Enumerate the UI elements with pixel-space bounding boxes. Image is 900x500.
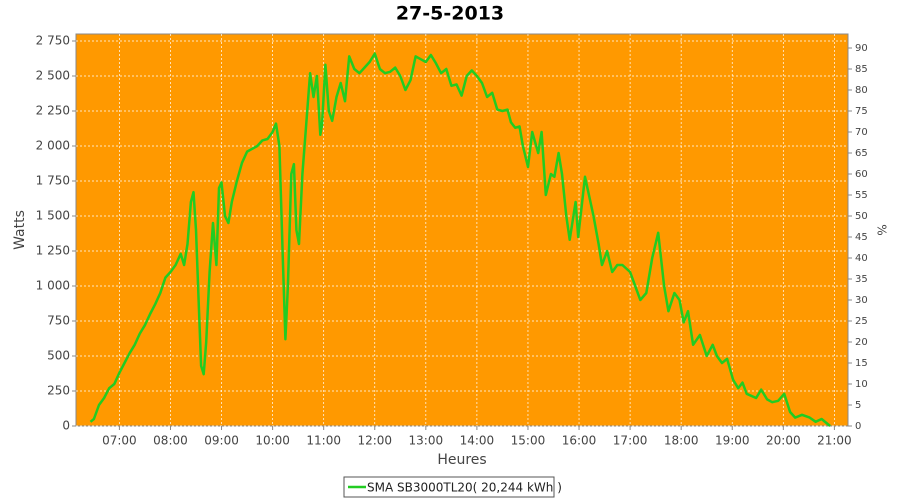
x-tick-label: 13:00 xyxy=(409,434,444,448)
legend-box xyxy=(343,476,555,498)
y2-tick-label: 30 xyxy=(855,295,868,306)
x-tick-label: 15:00 xyxy=(511,434,546,448)
y-tick-label: 0 xyxy=(62,419,70,433)
legend-label: SMA SB3000TL20( 20,244 kWh ) xyxy=(367,481,562,495)
y2-tick-label: 55 xyxy=(855,190,868,201)
y2-tick-label: 45 xyxy=(855,232,868,243)
y-tick-label: 750 xyxy=(47,314,70,328)
y-tick-label: 1 500 xyxy=(36,209,70,223)
y2-tick-label: 80 xyxy=(855,85,868,96)
y2-tick-label: 35 xyxy=(855,274,868,285)
y-tick-label: 1 250 xyxy=(36,244,70,258)
y-tick-label: 1 750 xyxy=(36,174,70,188)
x-tick-label: 18:00 xyxy=(664,434,699,448)
x-axis-label: Heures xyxy=(437,452,486,468)
x-tick-label: 19:00 xyxy=(715,434,750,448)
x-tick-label: 08:00 xyxy=(153,434,188,448)
y-tick-label: 500 xyxy=(47,349,70,363)
y-axis-label: Watts xyxy=(12,210,28,250)
y-tick-label: 2 000 xyxy=(36,139,70,153)
x-tick-label: 16:00 xyxy=(562,434,597,448)
x-tick-label: 07:00 xyxy=(102,434,137,448)
x-tick-label: 09:00 xyxy=(204,434,239,448)
y2-tick-label: 65 xyxy=(855,148,868,159)
y2-tick-label: 85 xyxy=(855,64,868,75)
x-tick-label: 12:00 xyxy=(357,434,392,448)
y2-tick-label: 5 xyxy=(855,400,861,411)
x-tick-label: 17:00 xyxy=(613,434,648,448)
x-tick-label: 10:00 xyxy=(255,434,290,448)
y2-tick-label: 10 xyxy=(855,379,868,390)
x-tick-label: 21:00 xyxy=(817,434,852,448)
y-tick-label: 2 250 xyxy=(36,104,70,118)
y-tick-label: 1 000 xyxy=(36,279,70,293)
y2-tick-label: 50 xyxy=(855,211,868,222)
y-tick-label: 2 750 xyxy=(36,34,70,48)
x-tick-label: 11:00 xyxy=(306,434,341,448)
y2-tick-label: 15 xyxy=(855,358,868,369)
series-line xyxy=(89,52,831,427)
y-tick-label: 2 500 xyxy=(36,69,70,83)
y2-tick-label: 60 xyxy=(855,169,868,180)
y2-axis-label: % xyxy=(875,224,889,235)
y2-tick-label: 90 xyxy=(855,43,868,54)
x-tick-label: 14:00 xyxy=(460,434,495,448)
x-tick-label: 20:00 xyxy=(766,434,801,448)
y2-tick-label: 75 xyxy=(855,106,868,117)
chart-title: 27-5-2013 xyxy=(396,3,504,25)
y2-tick-label: 0 xyxy=(855,421,861,432)
y2-tick-label: 40 xyxy=(855,253,868,264)
y2-tick-label: 25 xyxy=(855,316,868,327)
y-tick-label: 250 xyxy=(47,384,70,398)
y2-tick-label: 20 xyxy=(855,337,868,348)
y2-tick-label: 70 xyxy=(855,127,868,138)
